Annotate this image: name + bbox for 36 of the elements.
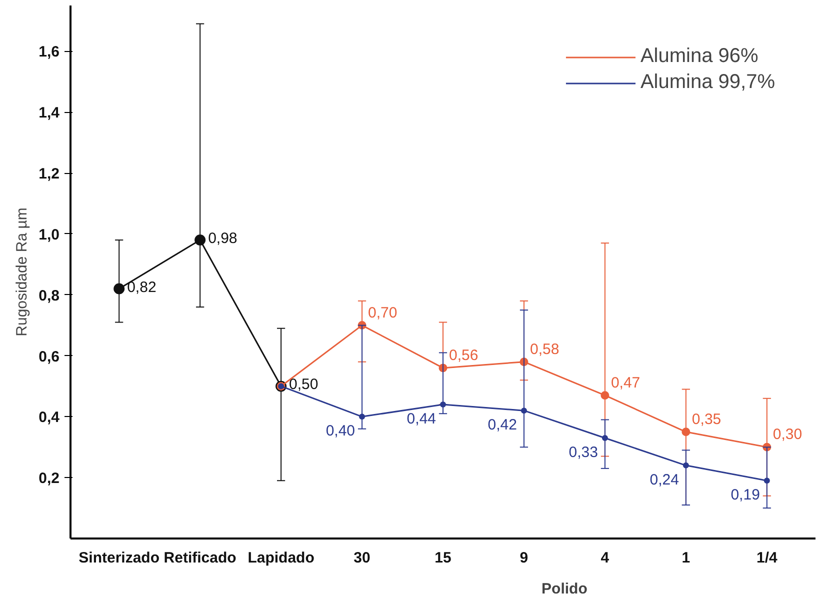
data-label: 0,30 (772, 426, 802, 444)
data-label: 0,98 (208, 230, 238, 248)
x-tick-label: 9 (520, 550, 528, 566)
legend-label: Alumina 96% (640, 45, 758, 68)
text: Polido (542, 580, 588, 598)
y-axis-title: Rugosidade Ra µm (14, 208, 31, 336)
x-tick-label: Retificado (164, 550, 236, 566)
y-tick-label: 0,4 (38, 409, 60, 426)
x-tick-label: 30 (354, 550, 370, 566)
data-label: 0,56 (449, 346, 478, 364)
data-label: 0,19 (730, 486, 760, 504)
x-tick-label: 1/4 (756, 550, 778, 566)
data-label: 0,35 (692, 410, 722, 428)
data-label: 0,24 (650, 471, 679, 488)
y-tick-label: 0,2 (38, 470, 60, 488)
x-tick-label: Sinterizado (78, 550, 160, 566)
x-tick-label: Lapidado (248, 550, 314, 566)
data-label: 0,40 (326, 422, 356, 440)
data-label: 0,70 (368, 304, 398, 322)
data-label: 0,42 (488, 416, 517, 434)
y-tick-label: 1,0 (38, 226, 60, 244)
data-label: 0,58 (530, 340, 560, 358)
data-label: 0,47 (610, 374, 640, 392)
data-label: 0,33 (568, 444, 598, 461)
y-tick-label: 1,6 (38, 44, 60, 61)
y-tick-label: 0,8 (38, 287, 60, 304)
data-label: 0,82 (127, 278, 156, 296)
legend-label: Alumina 99,7% (640, 71, 775, 94)
y-tick-label: 1,4 (38, 104, 60, 122)
y-tick-label: 0,6 (38, 348, 60, 366)
y-tick-label: 1,2 (38, 166, 60, 183)
x-tick-label: 15 (434, 550, 452, 566)
data-label: 0,44 (406, 410, 436, 428)
x-tick-label: 4 (600, 550, 610, 566)
x-tick-label: 1 (682, 550, 690, 566)
data-label: 0,50 (289, 376, 318, 394)
